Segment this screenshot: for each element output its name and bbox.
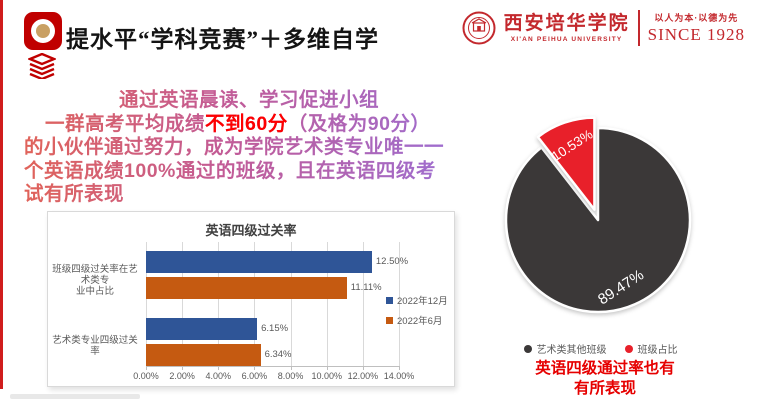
bar-value-label: 6.34%: [264, 349, 292, 360]
badge-core: [36, 24, 50, 38]
slide-title: 提水平“学科竞赛”＋多维自学: [66, 27, 379, 52]
x-tick-label: 12.00%: [347, 371, 379, 381]
axis-tick: [399, 366, 400, 370]
gridline: [218, 242, 220, 366]
x-tick-label: 8.00%: [277, 371, 304, 381]
legend-swatch-icon: [386, 296, 393, 304]
bar-2022年12月-0: [146, 251, 372, 273]
category-label: 艺术类专业四级过关率: [52, 335, 138, 357]
university-since: SINCE 1928: [647, 25, 745, 44]
gridline: [399, 242, 400, 366]
bar-2022年12月-1: [146, 318, 258, 340]
category-label: 班级四级过关率在艺术类专 业中占比: [52, 264, 138, 297]
pie-svg: 89.47%10.53%: [504, 116, 692, 314]
logo-divider: [637, 10, 640, 46]
gridline: [254, 242, 256, 366]
axis-tick: [254, 366, 256, 370]
legend-item: 艺术类其他班级: [523, 341, 607, 356]
bar-value-label: 6.15%: [261, 323, 289, 334]
university-motto-block: 以人为本·以德为先 SINCE 1928: [648, 11, 745, 45]
bar-chart-legend: 2022年12月 2022年6月: [386, 293, 448, 327]
intro-line-1: 通过英语晨读、学习促进小组: [118, 89, 379, 111]
x-tick-label: 0.00%: [133, 371, 159, 381]
pie-slice-班级占比: [536, 116, 596, 211]
university-logo: 西安培华学院 XI'AN PEIHUA UNIVERSITY 以人为本·以德为先…: [462, 10, 745, 46]
intro-line-2: 一群高考平均成绩不到60分（及格为90分）: [24, 113, 474, 137]
legend-dot-icon: [624, 344, 633, 353]
axis-tick: [218, 366, 220, 370]
axis-tick: [290, 366, 292, 370]
pie-chart: 89.47% 10.53% 艺术类其他班级 班级占比: [483, 112, 718, 356]
university-seal-icon: [462, 11, 496, 45]
university-name-en: XI'AN PEIHUA UNIVERSITY: [510, 35, 623, 43]
university-name-cn: 西安培华学院: [503, 12, 630, 34]
left-edge-accent-line: [0, 0, 3, 389]
x-tick-label: 4.00%: [205, 371, 232, 381]
pie-legend: 艺术类其他班级 班级占比: [483, 341, 718, 356]
pie-slice-艺术类其他班级: [504, 126, 692, 314]
x-axis-line: [146, 366, 399, 367]
legend-label: 2022年6月: [397, 316, 443, 327]
layers-icon: [26, 52, 58, 84]
axis-tick: [362, 366, 364, 370]
legend-item: 班级占比: [624, 341, 678, 356]
bar-2022年6月-1: [146, 344, 261, 366]
intro-line-2-pre: 一群高考平均成绩: [45, 112, 206, 135]
intro-line-5: 试有所表现: [24, 183, 125, 205]
scrollbar-artifact[interactable]: [10, 394, 140, 399]
legend-dot-icon: [523, 344, 532, 353]
axis-tick: [182, 366, 184, 370]
intro-paragraph: 通过英语晨读、学习促进小组 一群高考平均成绩不到60分（及格为90分） 的小伙伴…: [24, 89, 474, 207]
gridline: [290, 242, 292, 366]
gridline: [362, 242, 364, 366]
target-badge-icon: [24, 12, 62, 50]
intro-line-3: 的小伙伴通过努力，成为学院艺术类专业唯一一: [24, 136, 445, 158]
bar-value-label: 12.50%: [375, 256, 409, 267]
gridline: [326, 242, 328, 366]
intro-line-4: 个英语成绩100%通过的班级，且在英语四级考: [24, 159, 436, 182]
intro-highlight: 不到60分: [205, 112, 288, 135]
bar-chart: 英语四级过关率 0.00% 2.00% 4.00% 6.00% 8.00% 10.00% 1…: [47, 211, 455, 387]
x-tick-label: 6.00%: [241, 371, 268, 381]
footer-note-line-1: 英语四级通过率也有: [535, 360, 675, 377]
legend-label: 班级占比: [637, 345, 678, 356]
legend-item: 2022年6月: [386, 313, 448, 327]
intro-line-2-post: （及格为90分）: [287, 112, 431, 135]
x-tick-label: 2.00%: [169, 371, 195, 381]
legend-item: 2022年12月: [386, 293, 448, 307]
university-names: 西安培华学院 XI'AN PEIHUA UNIVERSITY: [503, 12, 630, 43]
footer-note-line-2: 有所表现: [573, 380, 636, 397]
axis-tick: [326, 366, 328, 370]
gridline: [146, 242, 147, 366]
bar-2022年6月-0: [146, 277, 347, 299]
legend-label: 艺术类其他班级: [536, 345, 607, 356]
bar-value-label: 11.11%: [350, 282, 382, 293]
legend-label: 2022年12月: [397, 296, 448, 307]
axis-tick: [146, 366, 147, 370]
bar-chart-title: 英语四级过关率: [205, 223, 297, 238]
x-tick-label: 14.00%: [383, 371, 415, 381]
footer-note: 英语四级通过率也有 有所表现: [495, 359, 715, 399]
gridline: [182, 242, 184, 366]
university-motto: 以人为本·以德为先: [654, 13, 739, 23]
x-tick-label: 10.00%: [311, 371, 342, 381]
legend-swatch-icon: [386, 316, 393, 324]
